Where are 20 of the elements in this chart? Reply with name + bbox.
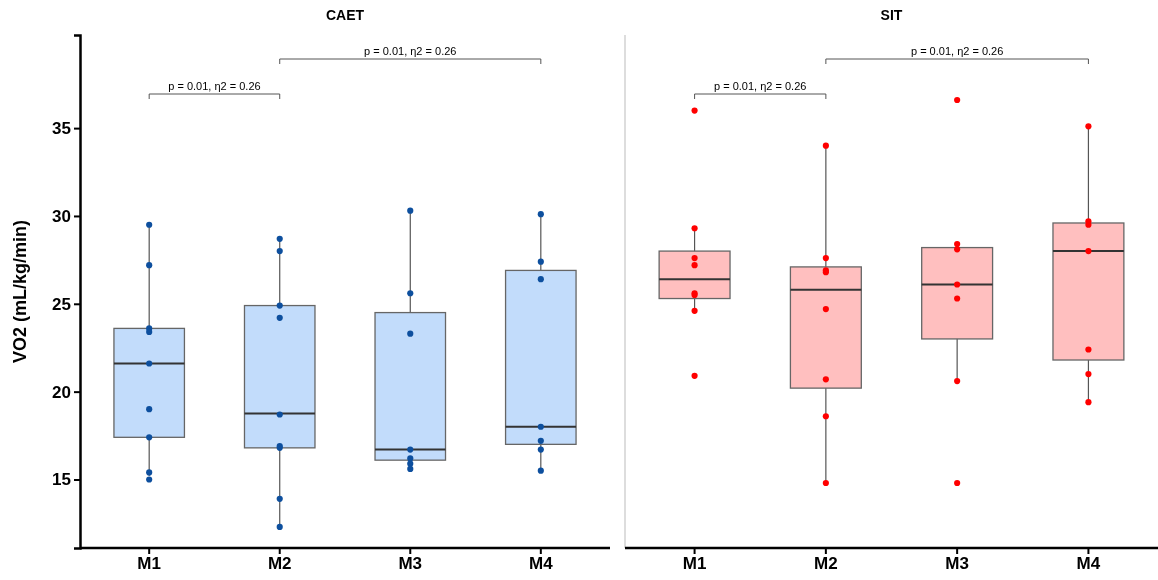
chart-title: CAET [325, 7, 365, 23]
x-tick-label: M2 [267, 554, 292, 574]
y-tick-label: 20 [52, 382, 71, 402]
annotation: p = 0.01, η2 = 0.26 [168, 80, 261, 92]
y-tick-label: 15 [52, 470, 71, 490]
x-tick-label: M1 [137, 554, 161, 574]
y-tick-label: 35 [52, 119, 71, 139]
x-tick-label: M2 [814, 554, 838, 574]
annotation: p = 0.01, η2 = 0.26 [910, 45, 1004, 57]
annotation: p = 0.01, η2 = 0.26 [714, 80, 807, 92]
y-tick-label: 25 [52, 294, 71, 314]
x-tick-label: M3 [945, 554, 969, 574]
x-tick-label: M1 [682, 554, 707, 574]
y-axis-title: VO2 (mL/kg/min) [10, 219, 30, 364]
x-tick-label: M3 [398, 554, 423, 574]
annotation: p = 0.01, η2 = 0.26 [364, 45, 457, 57]
chart-title: SIT [880, 7, 903, 23]
x-tick-label: M4 [1076, 554, 1101, 574]
y-tick-label: 30 [52, 206, 71, 226]
x-tick-label: M4 [529, 554, 554, 574]
